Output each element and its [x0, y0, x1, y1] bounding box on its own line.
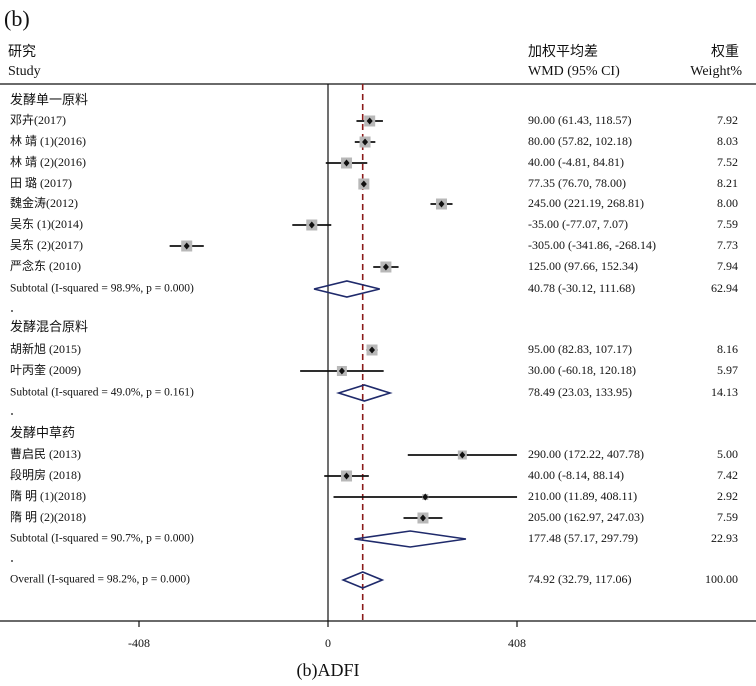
- x-tick-label: 0: [325, 636, 331, 650]
- point-estimate: [366, 117, 373, 125]
- panel-label: (b): [4, 6, 30, 31]
- header-weight-en: Weight%: [690, 64, 742, 79]
- x-tick-label: 408: [508, 636, 526, 650]
- header-study-en: Study: [8, 64, 41, 79]
- subtotal-diamond: [335, 384, 393, 402]
- point-estimate: [183, 242, 190, 250]
- subtotal-diamond: [313, 280, 380, 298]
- ci-value: 74.92 (32.79, 117.06): [528, 572, 632, 586]
- point-estimate: [419, 514, 426, 522]
- header-weight-cn: 权重: [711, 44, 739, 60]
- point-estimate: [422, 493, 429, 501]
- weight-value: 7.92: [717, 113, 738, 127]
- group-heading: 发酵混合原料: [10, 319, 88, 334]
- weight-value: 5.00: [717, 447, 738, 461]
- ci-value: 90.00 (61.43, 118.57): [528, 113, 632, 127]
- point-estimate: [338, 367, 345, 375]
- ci-value: 95.00 (82.83, 107.17): [528, 342, 632, 356]
- ci-value: 177.48 (57.17, 297.79): [528, 531, 638, 545]
- point-estimate: [343, 472, 350, 480]
- point-estimate: [360, 180, 367, 188]
- point-estimate: [369, 346, 376, 354]
- weight-value: 7.94: [717, 259, 738, 273]
- study-label: 胡新旭 (2015): [10, 341, 81, 356]
- point-estimate: [459, 451, 466, 459]
- weight-value: 7.73: [717, 238, 738, 252]
- ci-value: 40.00 (-8.14, 88.14): [528, 468, 624, 482]
- weight-value: 7.52: [717, 155, 738, 169]
- study-label: 田 璐 (2017): [10, 176, 72, 190]
- weight-value: 22.93: [711, 531, 738, 545]
- figure-caption: (b)ADFI: [297, 660, 360, 681]
- ci-value: -35.00 (-77.07, 7.07): [528, 217, 628, 231]
- ci-value: 210.00 (11.89, 408.11): [528, 489, 637, 503]
- subtotal-diamond: [354, 530, 467, 548]
- subtotal-diamond-label: Subtotal (I-squared = 49.0%, p = 0.161): [10, 387, 194, 399]
- ci-value: 125.00 (97.66, 152.34): [528, 259, 638, 273]
- point-estimate: [438, 200, 445, 208]
- weight-value: 62.94: [711, 281, 738, 295]
- weight-value: 8.00: [717, 196, 738, 210]
- weight-value: 8.03: [717, 134, 738, 148]
- row-separator-dot: [11, 413, 13, 415]
- weight-value: 7.42: [717, 468, 738, 482]
- subtotal-diamond-label: Subtotal (I-squared = 98.9%, p = 0.000): [10, 283, 194, 295]
- weight-value: 14.13: [711, 385, 738, 399]
- study-label: 隋 明 (1)(2018): [10, 489, 86, 503]
- study-label: 吴东 (2)(2017): [10, 238, 83, 252]
- ci-value: 30.00 (-60.18, 120.18): [528, 363, 636, 377]
- ci-value: 290.00 (172.22, 407.78): [528, 447, 644, 461]
- weight-value: 7.59: [717, 510, 738, 524]
- weight-value: 5.97: [717, 363, 738, 377]
- weight-value: 7.59: [717, 217, 738, 231]
- ci-value: 80.00 (57.82, 102.18): [528, 134, 632, 148]
- study-label: 曹启民 (2013): [10, 447, 81, 461]
- study-label: 林 靖 (2)(2016): [10, 155, 86, 169]
- ci-value: 40.00 (-4.81, 84.81): [528, 155, 624, 169]
- ci-value: -305.00 (-341.86, -268.14): [528, 238, 656, 252]
- study-label: 段明房 (2018): [10, 467, 81, 482]
- ci-value: 205.00 (162.97, 247.03): [528, 510, 644, 524]
- point-estimate: [308, 221, 315, 229]
- x-tick-label: -408: [128, 636, 150, 650]
- weight-value: 2.92: [717, 489, 738, 503]
- point-estimate: [382, 263, 389, 271]
- header-study-cn: 研究: [8, 44, 36, 60]
- point-estimate: [362, 138, 369, 146]
- weight-value: 8.21: [717, 176, 738, 190]
- ci-value: 40.78 (-30.12, 111.68): [528, 281, 635, 295]
- study-label: 邓卉(2017): [10, 113, 66, 127]
- study-label: 严念东 (2010): [10, 258, 81, 273]
- study-label: 隋 明 (2)(2018): [10, 510, 86, 524]
- weight-value: 100.00: [705, 572, 738, 586]
- header-wmd-cn: 加权平均差: [528, 44, 598, 60]
- study-label: 叶丙奎 (2009): [10, 362, 81, 377]
- header-wmd-en: WMD (95% CI): [528, 64, 620, 79]
- study-label: 魏金涛(2012): [10, 195, 78, 210]
- ci-value: 245.00 (221.19, 268.81): [528, 196, 644, 210]
- group-heading: 发酵中草药: [10, 425, 75, 440]
- point-estimate: [343, 159, 350, 167]
- weight-value: 8.16: [717, 342, 738, 356]
- x-axis-ticks: -408 0 408: [128, 621, 526, 650]
- overall-diamond-label: Overall (I-squared = 98.2%, p = 0.000): [10, 574, 190, 586]
- study-label: 吴东 (1)(2014): [10, 217, 83, 231]
- row-separator-dot: [11, 310, 13, 312]
- ci-value: 77.35 (76.70, 78.00): [528, 176, 626, 190]
- subtotal-diamond-label: Subtotal (I-squared = 90.7%, p = 0.000): [10, 533, 194, 545]
- ci-value: 78.49 (23.03, 133.95): [528, 385, 632, 399]
- overall-diamond: [341, 571, 385, 589]
- plot-area: [11, 84, 518, 621]
- group-heading: 发酵单一原料: [10, 92, 88, 107]
- row-separator-dot: [11, 560, 13, 562]
- study-label: 林 靖 (1)(2016): [10, 134, 86, 148]
